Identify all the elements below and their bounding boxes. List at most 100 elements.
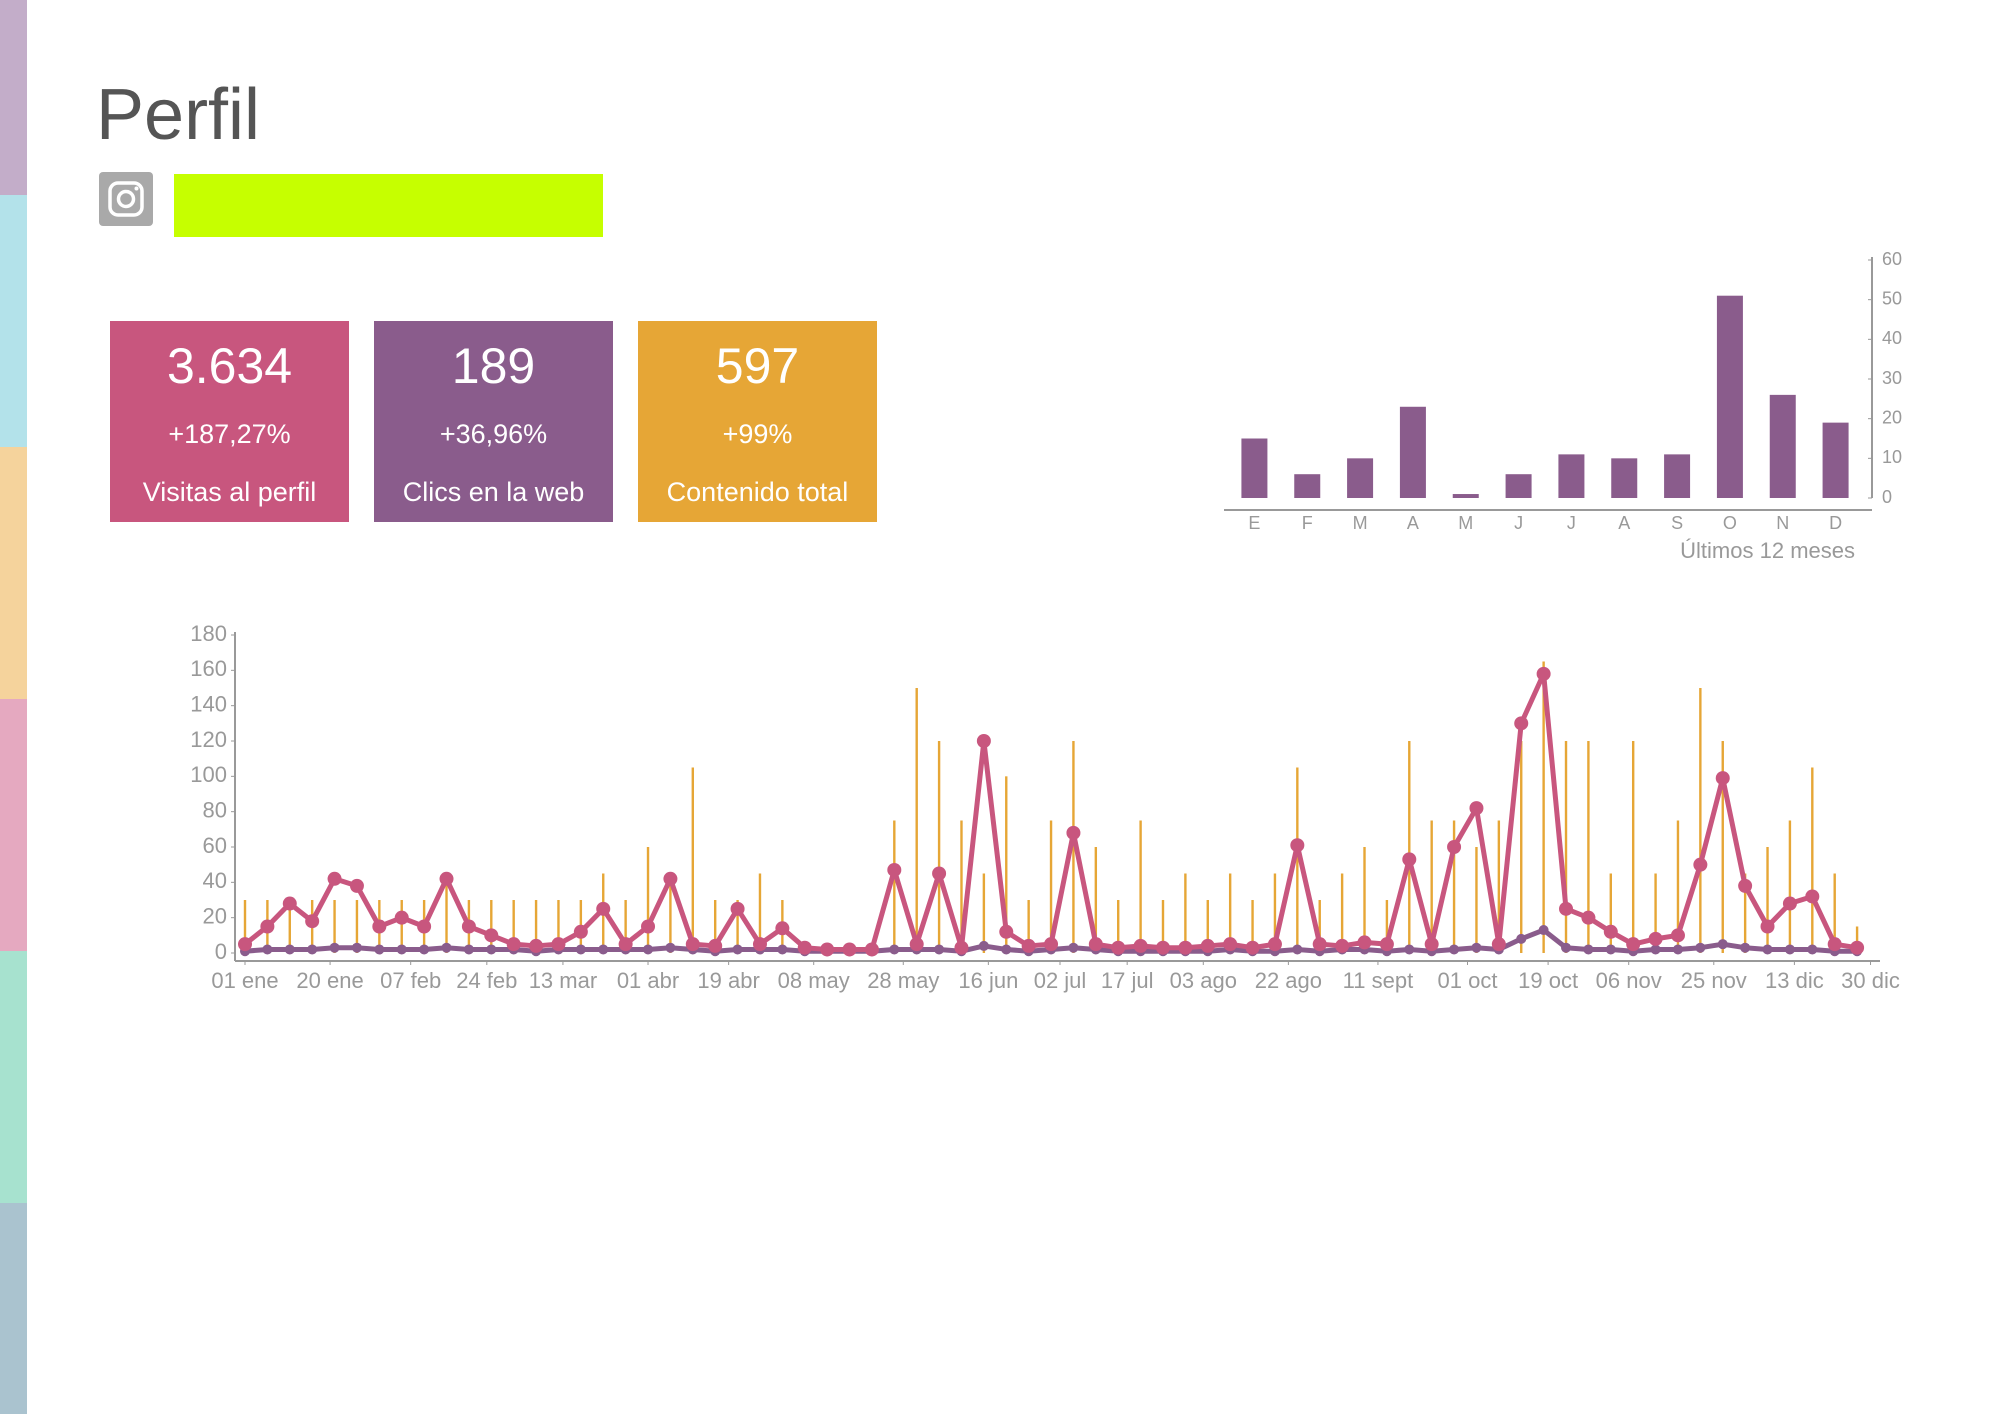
series-point <box>1357 935 1372 950</box>
x-tick-label: J <box>1514 513 1523 533</box>
series-point <box>1200 938 1215 953</box>
content-bar <box>915 688 918 953</box>
series-point <box>374 944 385 955</box>
bar <box>1399 406 1426 498</box>
content-bar <box>758 873 762 953</box>
x-tick-label: 30 dic <box>1841 968 1900 993</box>
kpi-value: 597 <box>716 338 799 394</box>
series-point <box>351 942 362 953</box>
x-tick-label: A <box>1618 513 1630 533</box>
series-point <box>934 944 945 955</box>
content-bar <box>1788 820 1792 953</box>
series-point <box>1559 901 1574 916</box>
series-point <box>663 871 678 886</box>
x-tick-label: J <box>1567 513 1576 533</box>
content-bar <box>1385 900 1389 953</box>
content-bar <box>534 900 538 953</box>
series-point <box>1001 944 1012 955</box>
content-bar <box>1475 847 1478 953</box>
series-point <box>1044 937 1059 952</box>
content-bar <box>1766 847 1769 953</box>
series-point <box>1538 925 1549 936</box>
content-bar <box>243 900 247 953</box>
series-point <box>665 942 676 953</box>
series-point <box>1379 937 1394 952</box>
series-point <box>1782 896 1797 911</box>
series-point <box>1693 857 1708 872</box>
y-tick-label: 30 <box>1882 368 1902 388</box>
series-point <box>1807 944 1818 955</box>
kpi-label: Visitas al perfil <box>143 477 317 507</box>
series-point <box>461 919 476 934</box>
y-tick-label: 20 <box>203 903 227 928</box>
y-tick-label: 140 <box>190 691 227 716</box>
bar <box>1822 422 1849 498</box>
series-point <box>396 944 407 955</box>
x-tick-label: 22 ago <box>1255 968 1322 993</box>
series-point <box>262 944 273 955</box>
x-tick-label: N <box>1776 513 1789 533</box>
series-point <box>708 938 723 953</box>
series-point <box>1066 825 1081 840</box>
x-axis-label: Últimos 12 meses <box>1680 538 1855 563</box>
series-point <box>978 940 989 951</box>
series-point <box>1581 910 1596 925</box>
series-point <box>1223 937 1238 952</box>
series-point <box>932 866 947 881</box>
content-bar <box>1833 873 1836 953</box>
series-point <box>1760 919 1775 934</box>
content-bar <box>960 820 963 953</box>
series-point <box>976 734 991 748</box>
series-point <box>372 919 387 934</box>
series-point <box>1335 938 1350 953</box>
series-point <box>797 940 812 955</box>
content-bar <box>1631 741 1635 953</box>
content-bar <box>288 900 291 953</box>
monthly-chart: 0 10 20 30 40 50 60 E F M A M J J A S O N D Últimos 12 mese… <box>1224 249 1902 563</box>
series-point <box>1267 937 1282 952</box>
series-point <box>439 871 454 886</box>
content-bar <box>1027 900 1030 953</box>
content-bar <box>1743 873 1747 953</box>
series-point <box>529 938 544 953</box>
series-point <box>1469 801 1484 816</box>
series-point <box>305 914 320 929</box>
series-point <box>484 928 499 943</box>
series-point <box>643 944 654 955</box>
content-bar <box>1855 926 1859 953</box>
content-bar <box>445 873 448 953</box>
series-point <box>1424 937 1439 952</box>
series-point <box>575 944 586 955</box>
y-tick-label: 40 <box>1882 328 1902 348</box>
bar <box>1558 454 1585 498</box>
content-bar <box>893 820 896 953</box>
series-point <box>1133 938 1148 953</box>
series-point <box>1449 944 1460 955</box>
x-tick-label: 11 sept <box>1343 968 1414 993</box>
series-point <box>1650 944 1661 955</box>
series-point <box>1516 933 1527 944</box>
series-point <box>463 944 474 955</box>
series-point <box>864 942 879 957</box>
series-point <box>889 944 900 955</box>
content-bar <box>1318 900 1321 953</box>
kpi-card <box>374 321 613 522</box>
series-point <box>486 944 497 955</box>
content-bar <box>1340 873 1344 953</box>
series-point <box>1784 944 1795 955</box>
stripe <box>0 195 27 447</box>
content-bar <box>1430 820 1433 953</box>
content-bar <box>1654 873 1657 953</box>
y-tick-label: 100 <box>190 762 227 787</box>
y-tick-label: 20 <box>1882 407 1902 427</box>
content-bar <box>937 741 941 953</box>
bar <box>1769 394 1796 498</box>
series-point <box>732 944 743 955</box>
content-bar <box>646 847 650 953</box>
y-tick-label: 60 <box>203 833 227 858</box>
x-tick-label: 08 may <box>778 968 850 993</box>
x-tick-label: 19 oct <box>1518 968 1578 993</box>
content-bar <box>1251 900 1254 953</box>
x-tick-label: 19 abr <box>697 968 759 993</box>
